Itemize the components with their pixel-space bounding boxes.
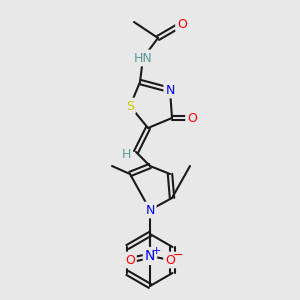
Text: O: O [187, 112, 197, 124]
Text: N: N [165, 83, 175, 97]
Text: N: N [145, 249, 155, 263]
Text: O: O [177, 17, 187, 31]
Text: H: H [121, 148, 131, 160]
Text: O: O [165, 254, 175, 266]
Text: −: − [173, 248, 183, 262]
Text: HN: HN [134, 52, 152, 64]
Text: N: N [145, 203, 155, 217]
Text: O: O [125, 254, 135, 266]
Text: S: S [126, 100, 134, 112]
Text: +: + [151, 246, 161, 256]
